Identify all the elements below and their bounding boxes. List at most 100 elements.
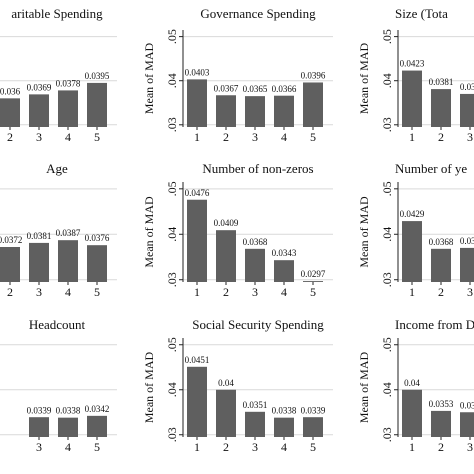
value-label: 0.0368 [243,237,268,247]
bar [216,95,236,127]
bar [0,247,20,282]
x-tick-label: 3 [467,285,473,299]
y-axis-label: Mean of MAD [142,43,156,115]
y-tick-label: .05 [380,29,394,44]
bar [460,247,474,282]
x-tick-label: 2 [7,285,13,299]
x-tick-label: 2 [7,130,13,144]
bar [460,412,474,437]
x-tick-label: 3 [252,285,258,299]
bar [58,240,78,282]
value-label: 0.0395 [85,71,110,81]
y-axis-label: Mean of MAD [142,352,156,424]
x-tick-label: 4 [65,440,71,454]
value-label: 0.0378 [56,78,81,88]
panel: Size (Tota .03 .04 .05 Mean of MAD 1 0.0423 2 0.… [357,6,474,144]
y-tick-label: .05 [380,337,394,352]
y-tick-label: .03 [380,427,394,442]
x-tick-label: 3 [36,130,42,144]
value-label: 0.04 [218,378,234,388]
value-label: 0.0372 [0,235,22,245]
panel-title: Number of non-zeros [202,161,313,176]
bar [187,79,207,127]
y-tick-label: .04 [380,73,394,88]
value-label: 0.0365 [243,84,268,94]
bar [431,89,451,127]
bar [303,82,323,127]
value-label: 0.0338 [272,406,297,416]
x-tick-label: 4 [65,130,71,144]
bar [216,389,236,437]
x-tick-label: 2 [223,440,229,454]
bar [274,417,294,437]
x-tick-label: 4 [65,285,71,299]
value-label: 0.0369 [27,82,52,92]
bar [58,90,78,127]
bar [0,98,20,127]
x-tick-label: 3 [467,130,473,144]
x-tick-label: 1 [194,130,200,144]
bar [245,411,265,437]
y-axis-label: Mean of MAD [357,43,371,115]
y-axis-label: Mean of MAD [357,352,371,424]
y-tick-label: .04 [165,73,179,88]
x-tick-label: 1 [409,130,415,144]
value-label: 0.0423 [400,59,425,69]
value-label: 0.035 [460,400,474,410]
panel: Number of non-zeros .03 .04 .05 Mean of MAD 1… [142,161,333,299]
value-label: 0.0297 [301,269,326,279]
x-tick-label: 3 [467,440,473,454]
y-tick-label: .05 [165,337,179,352]
x-tick-label: 5 [94,285,100,299]
y-tick-label: .03 [380,117,394,132]
value-label: 0.0476 [185,188,210,198]
panel-title: Number of ye [395,161,467,176]
value-label: 0.0343 [272,248,297,258]
x-tick-label: 5 [310,285,316,299]
y-tick-label: .04 [380,227,394,242]
bar [402,389,422,437]
value-label: 0.0429 [400,209,425,219]
x-tick-label: 4 [281,130,287,144]
panel-title: Headcount [29,317,86,332]
y-axis-label: Mean of MAD [357,196,371,268]
panel: Governance Spending .03 .04 .05 Mean of MAD 1… [142,6,333,144]
value-label: 0.0338 [56,406,81,416]
value-label: 0.0387 [56,228,81,238]
x-tick-label: 3 [252,130,258,144]
x-tick-label: 2 [438,130,444,144]
panel: aritable Spending.03.04.0520.03630.03694… [0,6,117,144]
value-label: 0.0396 [301,71,326,81]
y-tick-label: .05 [165,181,179,196]
x-tick-label: 5 [94,440,100,454]
bar [245,248,265,282]
x-tick-label: 2 [438,285,444,299]
x-tick-label: 5 [94,130,100,144]
bar [274,95,294,127]
x-tick-label: 3 [36,285,42,299]
value-label: 0.0366 [272,84,297,94]
value-label: 0.0351 [243,400,268,410]
bar [402,221,422,282]
bar [87,82,107,127]
panel-title: Governance Spending [200,6,316,21]
x-tick-label: 1 [194,440,200,454]
value-label: 0.0451 [185,355,210,365]
panel-title: Size (Tota [395,6,448,21]
bar [29,242,49,282]
value-label: 0.0409 [214,218,239,228]
bar [187,366,207,437]
bar [245,96,265,127]
value-label: 0.036 [0,86,21,96]
panel-title: Income from Do [395,317,474,332]
value-label: 0.0339 [27,405,52,415]
x-tick-label: 2 [223,285,229,299]
bar [274,260,294,282]
value-label: 0.0339 [301,405,326,415]
value-label: 0.0381 [429,77,454,87]
panel: Number of ye .03 .04 .05 Mean of MAD 1 0.0429 2… [357,161,474,299]
bar [402,70,422,127]
value-label: 0.0367 [214,83,239,93]
